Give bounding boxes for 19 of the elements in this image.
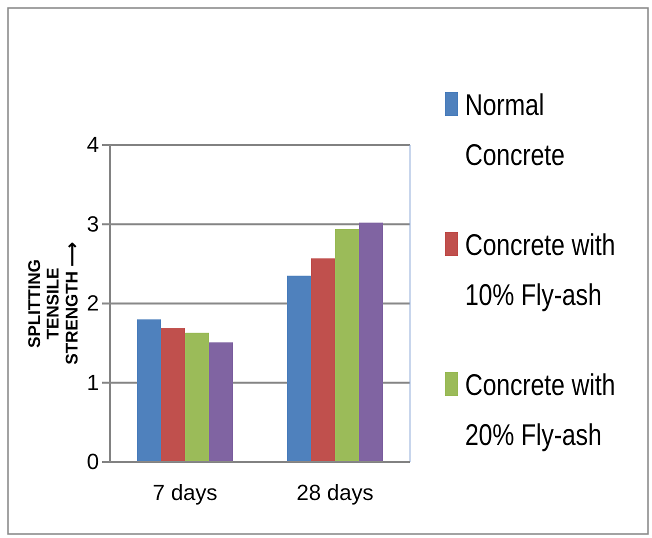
legend-label: Concrete with 10% Fly-ash <box>465 228 616 312</box>
bar <box>209 342 233 462</box>
bar <box>359 222 383 462</box>
y-tick-label: 2 <box>86 290 99 316</box>
legend-label: Normal Concrete <box>465 88 565 172</box>
bar <box>335 229 359 462</box>
bar <box>287 276 311 462</box>
bar <box>185 332 209 462</box>
y-tick-label: 0 <box>86 449 99 474</box>
legend-label: Concrete with 20% Fly-ash <box>465 368 616 452</box>
bar <box>137 319 161 462</box>
y-axis-title: SPLITTING TENSILE STRENGTH ⟶ <box>25 242 82 365</box>
y-tick-label: 1 <box>86 370 99 395</box>
bar <box>161 328 185 462</box>
x-tick-label: 28 days <box>296 480 374 506</box>
y-tick-label: 4 <box>86 132 99 158</box>
x-tick-label: 7 days <box>152 480 218 506</box>
bar <box>311 258 335 462</box>
y-tick-label: 3 <box>86 211 99 236</box>
